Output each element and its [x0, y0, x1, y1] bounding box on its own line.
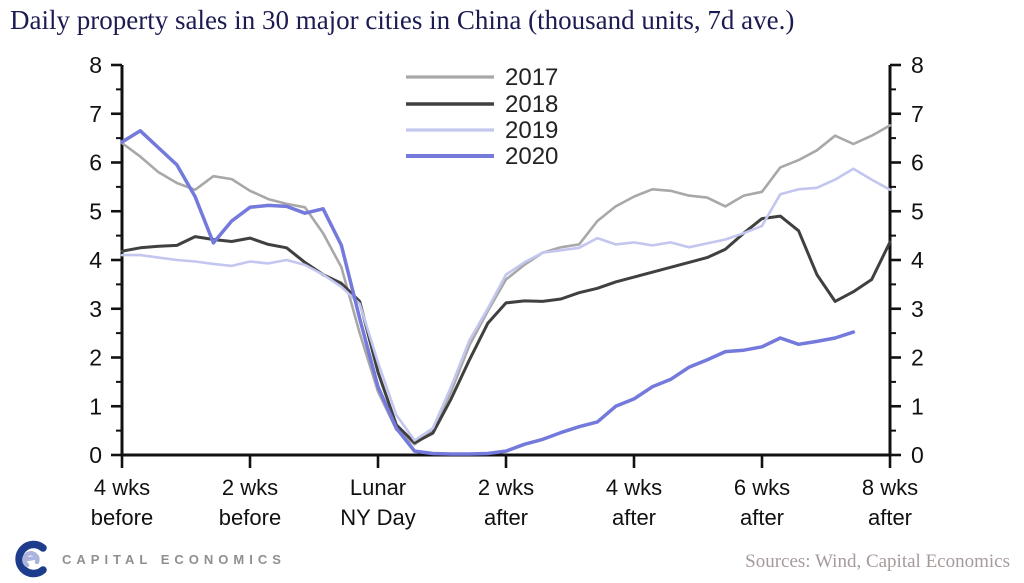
y-tick-label-left: 5: [89, 198, 102, 224]
series-line-2018: [120, 214, 892, 445]
legend-label-2017: 2017: [505, 64, 558, 91]
y-tick-label-right: 6: [911, 150, 924, 176]
capital-economics-logo: CAPITAL ECONOMICS: [12, 539, 286, 579]
x-tick-label: 2 wks before: [219, 475, 281, 530]
y-tick-label-right: 4: [911, 247, 924, 273]
chart-canvas: 0 0 1 1 2 2 3 3 4 4 5 5 6 6 7 7 8 8 4 wks before 2 wks before…: [89, 52, 924, 530]
x-tick-label: 2 wks after: [478, 475, 534, 530]
y-tick-label-left: 6: [89, 150, 102, 176]
y-tick-label-right: 1: [911, 393, 924, 419]
y-tick-label-right: 2: [911, 345, 924, 371]
sources-note: Sources: Wind, Capital Economics: [745, 551, 1010, 572]
x-tick-label: 4 wks after: [606, 475, 662, 530]
y-tick-label-left: 4: [89, 247, 102, 273]
y-tick-label-right: 5: [911, 198, 924, 224]
y-tick-label-left: 3: [89, 296, 102, 322]
chart-title: Daily property sales in 30 major cities …: [10, 5, 795, 35]
x-tick-label: Lunar NY Day: [340, 475, 415, 530]
ce-logo-icon: [15, 540, 47, 578]
x-tick-label: 6 wks after: [734, 475, 790, 530]
series-line-2019: [120, 167, 892, 442]
y-tick-label-right: 0: [911, 442, 924, 468]
legend-label-2018: 2018: [505, 91, 558, 118]
legend-label-2019: 2019: [505, 117, 558, 144]
y-tick-label-right: 3: [911, 296, 924, 322]
y-tick-label-left: 0: [89, 442, 102, 468]
series-line-2020: [120, 129, 856, 456]
logo-wordmark: CAPITAL ECONOMICS: [62, 551, 286, 567]
y-tick-label-right: 7: [911, 101, 924, 127]
y-tick-label-left: 1: [89, 393, 102, 419]
y-tick-label-left: 8: [89, 52, 102, 78]
legend-label-2020: 2020: [505, 143, 558, 170]
series-line-2017: [120, 124, 892, 446]
x-tick-label: 8 wks after: [862, 475, 918, 530]
y-tick-label-right: 8: [911, 52, 924, 78]
x-tick-label: 4 wks before: [91, 475, 153, 530]
y-tick-label-left: 7: [89, 101, 102, 127]
y-tick-label-left: 2: [89, 345, 102, 371]
